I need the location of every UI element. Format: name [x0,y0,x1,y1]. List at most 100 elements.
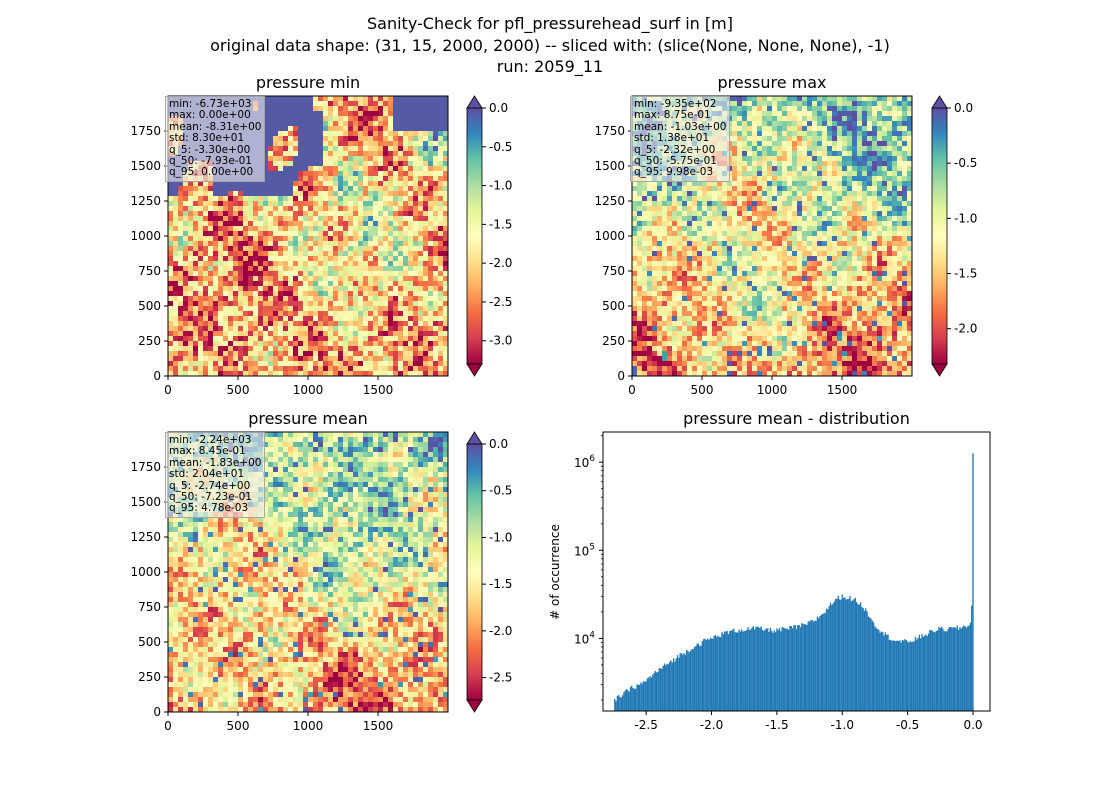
heatmap-cell [373,281,379,287]
heatmap-cell [268,161,274,167]
heatmap-cell [303,121,309,127]
heatmap-cell [752,136,758,142]
heatmap-cell [208,196,214,202]
heatmap-cell [283,311,289,317]
heatmap-cell [363,146,369,152]
heatmap-cell [812,116,818,122]
heatmap-cell [428,266,434,272]
heatmap-cell [657,201,663,207]
heatmap-cell [647,246,653,252]
heatmap-cell [637,191,643,197]
heatmap-cell [183,321,189,327]
heatmap-cell [243,246,249,252]
heatmap-cell [243,291,249,297]
heatmap-cell [702,196,708,202]
heatmap-cell [807,156,813,162]
heatmap-cell [832,201,838,207]
heatmap-cell [373,216,379,222]
heatmap-cell [353,301,359,307]
heatmap-cell [208,251,214,257]
heatmap-cell [413,221,419,227]
heatmap-cell [782,181,788,187]
heatmap-cell [642,206,648,212]
heatmap-cell [173,251,179,257]
heatmap-cell [318,371,324,377]
heatmap-cell [338,316,344,322]
heatmap-cell [328,211,334,217]
heatmap-cell [343,166,349,172]
heatmap-cell [178,351,184,357]
heatmap-cell [857,116,863,122]
heatmap-cell [308,211,314,217]
heatmap-cell [173,331,179,337]
heatmap-cell [687,236,693,242]
heatmap-cell [283,171,289,177]
heatmap-cell [253,296,259,302]
heatmap-cell [198,301,204,307]
heatmap-cell [353,186,359,192]
heatmap-cell [403,316,409,322]
heatmap-cell [333,356,339,362]
heatmap-cell [378,371,384,377]
heatmap-cell [747,96,753,102]
heatmap-cell [662,246,668,252]
heatmap-cell [188,246,194,252]
heatmap-cell [368,216,374,222]
heatmap-cell [363,156,369,162]
heatmap-cell [258,371,264,377]
heatmap-cell [258,211,264,217]
heatmap-cell [308,126,314,132]
heatmap-cell [393,251,399,257]
heatmap-cell [368,331,374,337]
heatmap-cell [373,286,379,292]
heatmap-cell [757,191,763,197]
heatmap-cell [368,141,374,147]
heatmap-cell [313,266,319,272]
heatmap-cell [413,186,419,192]
heatmap-cell [233,266,239,272]
heatmap-cell [363,291,369,297]
heatmap-cell [328,321,334,327]
heatmap-cell [278,246,284,252]
heatmap-cell [248,236,254,242]
heatmap-cell [363,241,369,247]
heatmap-cell [727,256,733,262]
heatmap-cell [318,111,324,117]
heatmap-cell [343,361,349,367]
heatmap-cell [308,276,314,282]
heatmap-cell [383,316,389,322]
heatmap-cell [433,346,439,352]
heatmap-cell [283,216,289,222]
heatmap-cell [188,331,194,337]
heatmap-cell [328,101,334,107]
heatmap-cell [393,216,399,222]
heatmap-cell [263,336,269,342]
heatmap-cell [443,311,449,317]
heatmap-cell [772,196,778,202]
heatmap-cell [288,276,294,282]
heatmap-cell [373,191,379,197]
heatmap-cell [263,231,269,237]
heatmap-cell [183,196,189,202]
heatmap-cell [642,201,648,207]
heatmap-cell [248,316,254,322]
heatmap-cell [847,141,853,147]
heatmap-cell [378,291,384,297]
heatmap-cell [328,311,334,317]
heatmap-cell [408,241,414,247]
heatmap-cell [413,191,419,197]
heatmap-cell [892,136,898,142]
heatmap-cell [847,241,853,247]
heatmap-cell [403,191,409,197]
heatmap-cell [393,231,399,237]
heatmap-cell [822,196,828,202]
heatmap-cell [278,306,284,312]
heatmap-cell [338,226,344,232]
heatmap-cell [383,211,389,217]
heatmap-cell [707,201,713,207]
heatmap-cell [223,231,229,237]
heatmap-cell [328,196,334,202]
heatmap-cell [443,286,449,292]
heatmap-cell [303,311,309,317]
heatmap-cell [358,156,364,162]
